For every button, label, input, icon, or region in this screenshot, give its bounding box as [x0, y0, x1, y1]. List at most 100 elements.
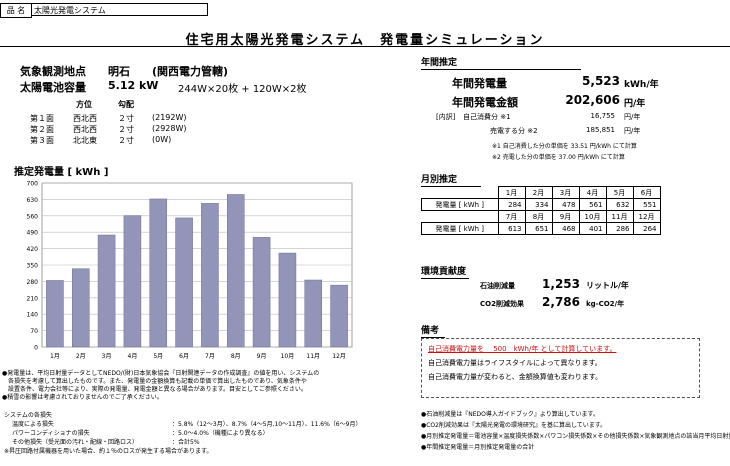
- bottom-note: ●CO2削減効果は『太陽光発電の環境研究』を基に算出しています。: [421, 422, 607, 429]
- page-title: 住宅用太陽光発電システム 発電量シミュレーション: [185, 33, 545, 48]
- bar: [71, 268, 90, 348]
- loss-temp-label: 温度による損失: [12, 421, 54, 428]
- product-name-value: 太陽光発電システム: [31, 3, 208, 16]
- annual-amount-label: 年間発電金額: [452, 96, 518, 109]
- title-rule: [0, 46, 730, 47]
- x-tick-label: 10月: [281, 353, 295, 360]
- faces-header-slope: 勾配: [118, 100, 134, 109]
- bottom-note: ●年間推定発電量＝月別推定発電量の合計: [421, 444, 535, 451]
- sell-value: 185,851: [586, 126, 615, 134]
- y-tick-label: 210: [27, 295, 39, 302]
- faces-header-dir: 方位: [76, 100, 92, 109]
- environment-heading: 環境貢献度: [421, 264, 469, 279]
- bar: [252, 237, 271, 348]
- month-header: 2月: [524, 186, 553, 199]
- x-tick-label: 9月: [257, 353, 267, 360]
- annual-gen-label: 年間発電量: [452, 77, 507, 90]
- disclaimer-line: ●積雪の影響は考慮されておりませんのでご了承ください。: [2, 394, 163, 401]
- y-tick-label: 700: [27, 181, 39, 188]
- month-value: 264: [632, 222, 661, 235]
- breakdown-tag: [内訳]: [436, 113, 456, 121]
- face-name: 第３面: [30, 136, 54, 145]
- month-value: 561: [578, 198, 607, 211]
- x-tick-label: 11月: [306, 353, 320, 360]
- month-value: 651: [524, 222, 553, 235]
- disclaimer-line: 設置条件、電力会社等により、実際の発電量、発電金額と異なる場合があります。目安と…: [2, 386, 307, 393]
- annual-amount-unit: 円/年: [624, 99, 646, 109]
- chart-heading: 推定発電量 [ kWh ]: [14, 167, 109, 178]
- month-header: 6月: [632, 186, 661, 199]
- y-tick-label: 0: [34, 345, 38, 352]
- face-name: 第１面: [30, 114, 54, 123]
- bar: [304, 279, 323, 348]
- y-tick-label: 560: [27, 213, 39, 220]
- x-tick-label: 5月: [153, 353, 163, 360]
- face-dir: 西北西: [73, 125, 97, 134]
- month-header: 4月: [578, 186, 607, 199]
- capacity-detail: 244W×20枚 + 120W×2枚: [178, 84, 307, 95]
- face-watt: (2928W): [152, 124, 187, 133]
- losses-title: システムの各損失: [4, 412, 52, 419]
- month-header: 8月: [524, 210, 553, 223]
- bar: [123, 215, 142, 348]
- remarks-box: [421, 338, 700, 398]
- month-value: 551: [632, 198, 661, 211]
- face-slope: ２寸: [118, 125, 134, 134]
- face-watt: (2192W): [152, 113, 187, 122]
- month-header: 11月: [605, 210, 634, 223]
- annual-note-1: ※1 自己消費した分の単価を 33.51 円/kWh にて計算: [492, 143, 637, 150]
- month-value: 334: [524, 198, 553, 211]
- bar: [97, 234, 116, 348]
- x-tick-label: 1月: [50, 353, 60, 360]
- monthly-table: 1月 2月 3月 4月 5月 6月 発電量 [ kWh ] 284 334 47…: [421, 186, 661, 235]
- month-value: 284: [497, 198, 526, 211]
- loss-pcs-label: パワーコンディショナの損失: [12, 430, 90, 437]
- bar: [278, 252, 297, 348]
- loss-temp-value: ：5.8%（12～3月）、8.7%（4～5月,10～11月）、11.6%（6～9…: [172, 421, 362, 428]
- self-consumption-value: 16,755: [590, 112, 616, 120]
- disclaimer-line: ●発電量は、平均日射量データとしてNEDO/(財)日本気象協会『日射関連データの…: [2, 370, 320, 377]
- x-tick-label: 8月: [231, 353, 241, 360]
- loss-other-label: その他損失（受光面の汚れ・配線・回路ロス）: [12, 439, 139, 446]
- face-dir: 西北西: [73, 114, 97, 123]
- face-watt: (0W): [152, 135, 172, 144]
- x-tick-label: 3月: [102, 353, 112, 360]
- sell-label: 売電する分 ※2: [490, 127, 538, 135]
- remark-line-1: 自己消費電力量を 500 kWh/年 として計算しています。: [428, 345, 617, 353]
- losses-footnote: ※昇圧回路付属機器を用いた場合、約１％のロスが発生する場合があります。: [4, 448, 213, 455]
- site-location: 明石: [108, 65, 130, 78]
- bar: [46, 280, 64, 348]
- oil-value: 1,253: [542, 277, 580, 291]
- y-tick-label: 490: [27, 230, 39, 237]
- month-header: 12月: [632, 210, 661, 223]
- co2-value: 2,786: [542, 295, 580, 309]
- y-tick-label: 140: [27, 312, 39, 319]
- monthly-generation-chart: 0 70 140 210 280 350 420 490 560 630 700 1月 2月 3月 4月 5月…: [27, 181, 353, 360]
- bottom-note: ●月別推定発電量＝電池容量×温度損失係数×パワコン損失係数×その他損失係数×気象…: [421, 433, 730, 440]
- bar: [330, 284, 348, 348]
- remark-line-3: 自己消費電力量が変わると、金額換算値も変わります。: [428, 373, 603, 381]
- x-tick-label: 4月: [128, 353, 138, 360]
- month-value: 286: [605, 222, 634, 235]
- capacity-value: 5.12 kW: [108, 79, 159, 92]
- month-header: 5月: [605, 186, 634, 199]
- site-label: 気象観測地点: [20, 65, 86, 78]
- face-name: 第２面: [30, 125, 54, 134]
- x-tick-label: 2月: [76, 353, 86, 360]
- month-value: 632: [605, 198, 634, 211]
- monthly-heading: 月別推定: [421, 172, 481, 187]
- annual-gen-value: 5,523: [582, 74, 620, 88]
- face-slope: ２寸: [118, 136, 134, 145]
- y-tick-label: 420: [27, 246, 39, 253]
- annual-note-2: ※2 売電した分の単価を 37.00 円/kWh にて計算: [492, 154, 625, 161]
- month-header: 7月: [497, 210, 526, 223]
- loss-other-value: ：合計5%: [172, 439, 200, 446]
- month-header: 1月: [497, 186, 526, 199]
- bar: [149, 198, 168, 348]
- row-label: 発電量 [ kWh ]: [421, 198, 499, 211]
- remark-line-2: 自己消費電力量はライフスタイルによって異なります。: [428, 359, 602, 367]
- y-tick-label: 70: [30, 328, 38, 335]
- oil-label: 石油削減量: [480, 282, 515, 290]
- row-label: 発電量 [ kWh ]: [421, 222, 499, 235]
- x-tick-label: 6月: [179, 353, 189, 360]
